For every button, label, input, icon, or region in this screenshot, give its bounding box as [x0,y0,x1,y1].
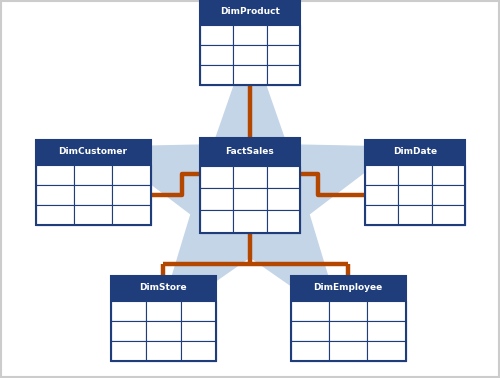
Text: FactSales: FactSales [226,147,274,156]
FancyBboxPatch shape [74,204,112,225]
FancyBboxPatch shape [432,204,465,225]
FancyBboxPatch shape [329,301,367,321]
FancyBboxPatch shape [290,341,329,361]
FancyBboxPatch shape [290,276,406,301]
FancyBboxPatch shape [290,301,329,321]
FancyBboxPatch shape [200,138,300,166]
FancyBboxPatch shape [398,184,432,204]
FancyBboxPatch shape [432,164,465,184]
FancyBboxPatch shape [110,276,216,301]
FancyBboxPatch shape [146,341,180,361]
FancyBboxPatch shape [234,210,266,232]
FancyBboxPatch shape [329,341,367,361]
FancyBboxPatch shape [365,204,398,225]
FancyBboxPatch shape [110,301,146,321]
FancyBboxPatch shape [365,139,465,164]
FancyBboxPatch shape [74,184,112,204]
FancyBboxPatch shape [110,341,146,361]
FancyBboxPatch shape [200,65,234,85]
FancyBboxPatch shape [367,301,406,321]
FancyBboxPatch shape [266,25,300,45]
FancyBboxPatch shape [266,65,300,85]
FancyBboxPatch shape [329,321,367,341]
FancyBboxPatch shape [36,184,74,204]
Text: DimCustomer: DimCustomer [58,147,128,156]
FancyBboxPatch shape [74,164,112,184]
FancyBboxPatch shape [266,210,300,232]
FancyBboxPatch shape [180,341,216,361]
FancyBboxPatch shape [234,65,266,85]
FancyBboxPatch shape [200,188,234,210]
FancyBboxPatch shape [367,341,406,361]
FancyBboxPatch shape [146,301,180,321]
FancyBboxPatch shape [146,321,180,341]
FancyBboxPatch shape [112,184,150,204]
Text: DimEmployee: DimEmployee [314,284,382,293]
FancyBboxPatch shape [365,164,398,184]
FancyBboxPatch shape [367,321,406,341]
FancyBboxPatch shape [290,321,329,341]
FancyBboxPatch shape [266,188,300,210]
FancyBboxPatch shape [200,166,234,188]
FancyBboxPatch shape [398,164,432,184]
FancyBboxPatch shape [266,166,300,188]
FancyBboxPatch shape [112,204,150,225]
FancyBboxPatch shape [200,0,300,25]
FancyBboxPatch shape [234,45,266,65]
FancyBboxPatch shape [36,164,74,184]
FancyBboxPatch shape [200,45,234,65]
FancyBboxPatch shape [180,301,216,321]
Text: DimDate: DimDate [393,147,437,156]
FancyBboxPatch shape [234,166,266,188]
FancyBboxPatch shape [234,25,266,45]
FancyBboxPatch shape [110,321,146,341]
FancyBboxPatch shape [398,204,432,225]
FancyBboxPatch shape [112,164,150,184]
Text: DimStore: DimStore [139,284,187,293]
FancyBboxPatch shape [36,139,150,164]
Text: DimProduct: DimProduct [220,8,280,17]
FancyBboxPatch shape [266,45,300,65]
FancyBboxPatch shape [200,210,234,232]
Polygon shape [102,40,398,321]
FancyBboxPatch shape [180,321,216,341]
FancyBboxPatch shape [36,204,74,225]
FancyBboxPatch shape [200,25,234,45]
FancyBboxPatch shape [432,184,465,204]
FancyBboxPatch shape [365,184,398,204]
FancyBboxPatch shape [234,188,266,210]
